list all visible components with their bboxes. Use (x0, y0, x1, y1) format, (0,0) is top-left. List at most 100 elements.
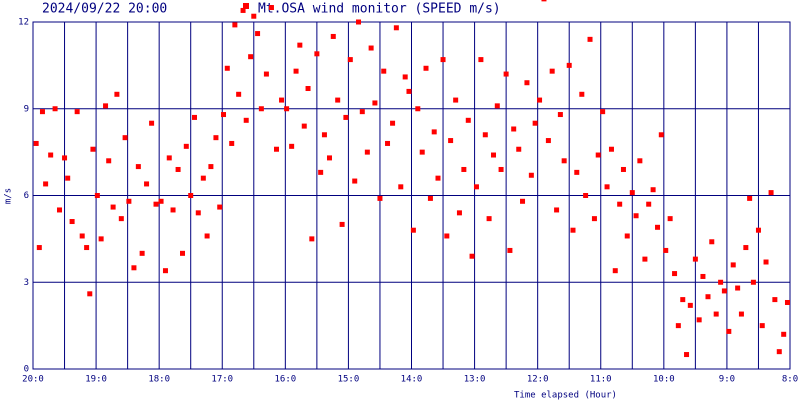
point (79, 233, 85, 239)
point (232, 22, 238, 28)
point (667, 216, 673, 222)
point (183, 143, 189, 149)
point (427, 195, 433, 201)
point (524, 80, 530, 86)
x-tick-label: 8:0 (782, 375, 798, 385)
point (43, 181, 49, 187)
point (359, 109, 365, 115)
point (549, 68, 555, 74)
point (339, 221, 345, 227)
point (301, 123, 307, 129)
point (98, 236, 104, 242)
point (726, 328, 732, 334)
point (440, 57, 446, 63)
point (330, 33, 336, 39)
point (56, 207, 62, 213)
point (494, 103, 500, 109)
point (700, 273, 706, 279)
point (188, 193, 194, 198)
timestamp: 2024/09/22 20:00 (42, 2, 167, 17)
point (763, 259, 769, 265)
point (658, 132, 664, 138)
title-marker (243, 3, 249, 9)
point (537, 97, 543, 103)
point (570, 227, 576, 233)
point (217, 204, 223, 210)
point (52, 106, 58, 112)
point (65, 175, 71, 181)
y-tick-label: 3 (24, 278, 29, 288)
point (390, 120, 396, 126)
point (170, 207, 176, 213)
point (620, 166, 626, 172)
point (103, 103, 109, 109)
point (162, 268, 168, 274)
point (180, 250, 186, 256)
point (646, 201, 652, 207)
point (243, 117, 249, 123)
point (532, 120, 538, 126)
point (240, 7, 246, 13)
point (251, 13, 257, 19)
point (456, 210, 462, 216)
point (566, 62, 572, 68)
point (36, 245, 42, 251)
point (772, 297, 778, 303)
point (675, 323, 681, 329)
point (561, 158, 567, 164)
point (229, 140, 235, 146)
x-axis-label: Time elapsed (Hour) (514, 391, 617, 400)
point (503, 71, 509, 77)
point (595, 152, 601, 158)
point (718, 279, 724, 285)
point (87, 291, 93, 297)
point (423, 65, 429, 71)
point (195, 210, 201, 216)
point (356, 19, 362, 25)
point (692, 256, 698, 262)
point (69, 219, 75, 225)
point (696, 317, 702, 323)
point (680, 297, 686, 303)
point (730, 262, 736, 268)
point (520, 198, 526, 204)
point (735, 285, 741, 291)
point (381, 68, 387, 74)
point (747, 195, 753, 201)
point (135, 164, 141, 170)
point (784, 299, 790, 305)
point (453, 97, 459, 103)
point (33, 140, 39, 146)
point (208, 164, 214, 170)
point (284, 106, 290, 112)
point (461, 166, 467, 172)
point (224, 65, 230, 71)
point (604, 184, 610, 190)
point (335, 97, 341, 103)
point (465, 117, 471, 123)
point (114, 91, 120, 97)
x-tick-label: 14:0 (401, 375, 423, 385)
point (274, 146, 280, 152)
point (149, 120, 155, 126)
point (221, 112, 227, 118)
point (587, 36, 593, 42)
x-tick-label: 10:0 (653, 375, 675, 385)
point (473, 184, 479, 190)
point (579, 91, 585, 97)
point (415, 106, 421, 112)
point (617, 201, 623, 207)
point (166, 155, 172, 161)
point (204, 233, 210, 239)
point (545, 138, 551, 144)
y-tick-label: 0 (24, 365, 29, 375)
point (372, 100, 378, 106)
point (118, 216, 124, 222)
point (629, 190, 635, 196)
point (776, 349, 782, 355)
point (491, 152, 497, 158)
chart-title: Mt.OSA wind monitor (SPEED m/s) (258, 2, 501, 17)
point (721, 288, 727, 294)
point (263, 71, 269, 77)
